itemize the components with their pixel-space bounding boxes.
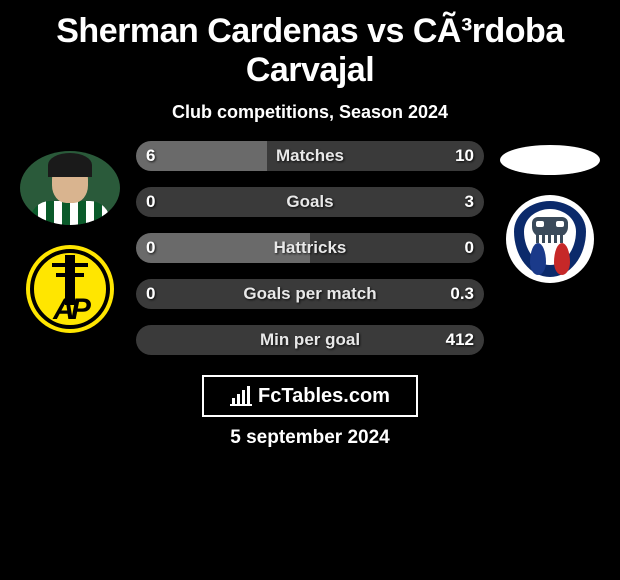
stat-right-value: 0 — [465, 238, 474, 258]
stat-label: Hattricks — [136, 238, 484, 258]
page-title: Sherman Cardenas vs CÃ³rdoba Carvajal — [8, 0, 612, 94]
footer-date: 5 september 2024 — [8, 427, 612, 449]
stat-row: 0Goals3 — [136, 187, 484, 217]
stats-table: 6Matches100Goals30Hattricks00Goals per m… — [130, 141, 490, 371]
stat-row: Min per goal412 — [136, 325, 484, 355]
stat-row: 0Hattricks0 — [136, 233, 484, 263]
player-left-avatar — [20, 151, 120, 225]
stat-row: 0Goals per match0.3 — [136, 279, 484, 309]
chart-icon — [230, 386, 252, 406]
left-column: AP — [10, 141, 130, 333]
stat-label: Matches — [136, 146, 484, 166]
club-left-badge: AP — [26, 245, 114, 333]
stat-label: Min per goal — [136, 330, 484, 350]
stat-right-value: 3 — [465, 192, 474, 212]
stat-label: Goals — [136, 192, 484, 212]
brand-box[interactable]: FcTables.com — [202, 375, 418, 417]
stat-right-value: 10 — [455, 146, 474, 166]
club-right-badge — [506, 195, 594, 283]
stat-row: 6Matches10 — [136, 141, 484, 171]
player-right-avatar — [500, 145, 600, 175]
stat-right-value: 412 — [446, 330, 474, 350]
comparison-row: AP 6Matches100Goals30Hattricks00Goals pe… — [8, 141, 612, 371]
stat-right-value: 0.3 — [450, 284, 474, 304]
brand-label: FcTables.com — [258, 385, 390, 408]
right-column — [490, 141, 610, 283]
subtitle: Club competitions, Season 2024 — [8, 94, 612, 141]
stat-label: Goals per match — [136, 284, 484, 304]
